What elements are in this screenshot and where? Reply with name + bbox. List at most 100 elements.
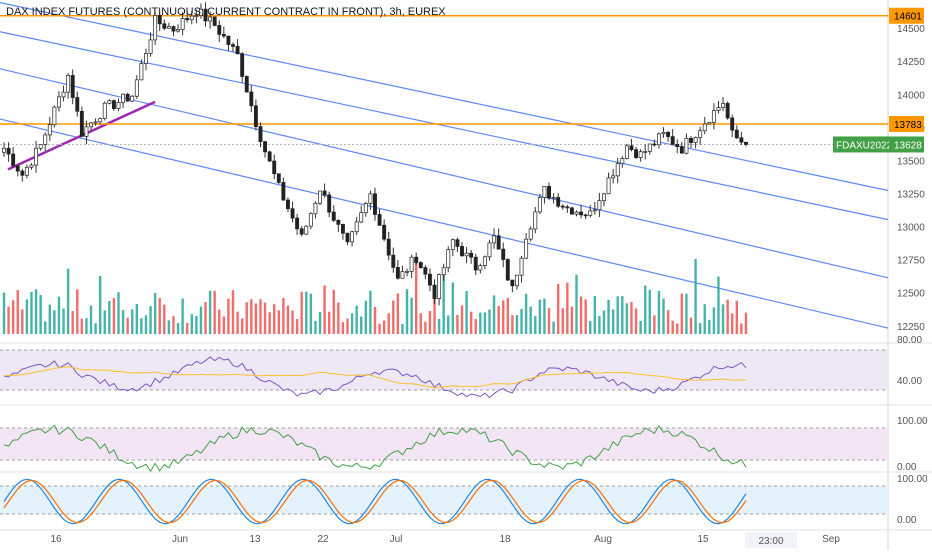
volume-bar bbox=[589, 321, 592, 334]
volume-bar bbox=[263, 302, 267, 334]
price-candle bbox=[519, 257, 524, 276]
price-candle bbox=[295, 217, 300, 230]
price-candle bbox=[432, 284, 437, 299]
channel-line bbox=[0, 118, 889, 329]
time-tick-label: Aug bbox=[594, 534, 612, 545]
price-candle bbox=[198, 8, 203, 16]
level-tag-label: 13783 bbox=[894, 120, 922, 131]
price-candle bbox=[331, 211, 336, 221]
volume-bar bbox=[355, 305, 358, 334]
volume-bar bbox=[396, 293, 400, 334]
price-candle bbox=[208, 16, 213, 22]
price-candle bbox=[560, 205, 565, 208]
price-candle bbox=[308, 213, 313, 227]
price-candle bbox=[116, 102, 121, 109]
price-candle bbox=[579, 211, 584, 216]
price-tick-label: 12750 bbox=[897, 256, 925, 267]
volume-bar bbox=[579, 296, 583, 334]
volume-bar bbox=[34, 289, 38, 334]
price-candle bbox=[592, 209, 597, 212]
price-candle bbox=[656, 133, 661, 146]
volume-bar bbox=[671, 320, 674, 334]
volume-bar bbox=[634, 308, 638, 334]
volume-bar bbox=[607, 299, 610, 334]
volume-bar bbox=[117, 292, 120, 334]
crosshair-time-tag bbox=[745, 532, 797, 548]
indicator-tick-label: 80.00 bbox=[897, 335, 922, 346]
price-candle bbox=[620, 158, 625, 164]
volume-bar bbox=[190, 314, 193, 334]
price-candle bbox=[267, 151, 272, 162]
volume-bar bbox=[286, 305, 290, 334]
price-tick-label: 13500 bbox=[897, 156, 925, 167]
time-tick-label: Jul bbox=[390, 534, 403, 545]
price-candle bbox=[20, 170, 25, 176]
price-candle bbox=[455, 239, 460, 247]
volume-bar bbox=[731, 313, 734, 334]
price-candle bbox=[121, 93, 126, 103]
price-candle bbox=[162, 23, 167, 29]
volume-bar bbox=[2, 292, 6, 334]
price-tick-label: 12500 bbox=[897, 289, 925, 300]
price-candle bbox=[66, 75, 71, 93]
price-candle bbox=[528, 228, 533, 240]
volume-bar bbox=[341, 322, 345, 334]
symbol-tag bbox=[833, 136, 889, 153]
volume-bar bbox=[547, 308, 551, 334]
price-candle bbox=[565, 206, 570, 209]
price-candle bbox=[414, 256, 419, 263]
price-candle bbox=[134, 79, 139, 97]
volume-bar bbox=[208, 290, 212, 334]
volume-bar bbox=[415, 262, 418, 334]
volume-bar bbox=[11, 300, 15, 334]
volume-bar bbox=[181, 298, 184, 334]
price-candle bbox=[2, 147, 6, 153]
price-candle bbox=[469, 252, 474, 258]
volume-bar bbox=[245, 302, 248, 334]
level-tag-label: 14601 bbox=[894, 12, 922, 23]
volume-bar bbox=[332, 289, 335, 334]
volume-bar bbox=[401, 323, 404, 334]
price-candle bbox=[148, 39, 153, 54]
volume-bar bbox=[369, 290, 372, 334]
volume-bar bbox=[21, 309, 24, 334]
price-candle bbox=[263, 141, 268, 153]
volume-bar bbox=[685, 293, 688, 334]
volume-bar bbox=[437, 318, 441, 334]
volume-bar bbox=[506, 298, 509, 334]
price-candle bbox=[98, 118, 103, 123]
volume-bar bbox=[644, 285, 647, 334]
volume-bar bbox=[492, 295, 496, 334]
volume-bar bbox=[135, 304, 139, 334]
volume-bar bbox=[277, 310, 280, 334]
price-candle bbox=[643, 151, 648, 153]
time-tick-label: 22 bbox=[317, 534, 329, 545]
volume-bar bbox=[511, 315, 514, 334]
price-candle bbox=[240, 53, 245, 77]
volume-bar bbox=[48, 304, 51, 334]
price-candle bbox=[185, 18, 190, 21]
volume-bar bbox=[479, 312, 482, 334]
price-candle bbox=[725, 102, 730, 119]
price-candle bbox=[405, 270, 409, 273]
volume-bar bbox=[108, 300, 111, 334]
price-candle bbox=[400, 271, 405, 279]
price-candle bbox=[377, 214, 382, 226]
price-candle bbox=[171, 26, 176, 32]
volume-bar bbox=[305, 291, 308, 334]
price-candle bbox=[652, 143, 657, 146]
volume-bar bbox=[653, 315, 656, 334]
price-candle bbox=[354, 221, 359, 233]
indicator-band bbox=[0, 350, 888, 390]
volume-bar bbox=[712, 307, 716, 334]
volume-bar bbox=[575, 274, 578, 334]
volume-bar bbox=[456, 315, 459, 334]
price-candle bbox=[744, 141, 748, 145]
price-candle bbox=[79, 110, 84, 137]
volume-bar bbox=[259, 299, 262, 334]
price-candle bbox=[670, 136, 675, 145]
volume-bar bbox=[199, 306, 203, 334]
volume-bar bbox=[744, 312, 748, 334]
price-candle bbox=[569, 207, 574, 215]
